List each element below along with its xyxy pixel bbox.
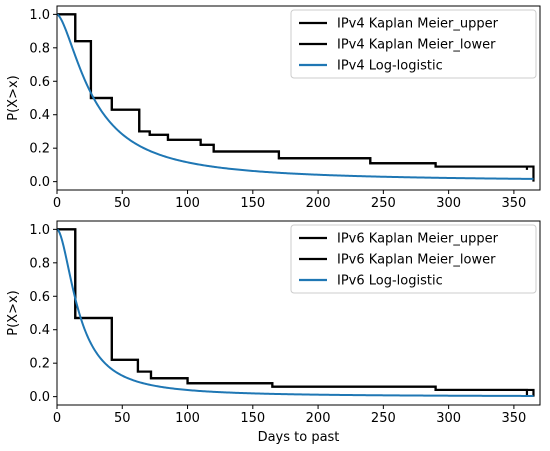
plot-area — [57, 228, 535, 397]
x-tick-label: 100 — [175, 411, 200, 426]
x-tick-label: 50 — [114, 411, 131, 426]
ipv6-survival-plot: 0 50 100 150 200 250 300 350 0.0 0.2 0.4 0.6 0.8 1.0 P… — [6, 220, 541, 445]
y-axis-label: P(X>x) — [6, 290, 21, 335]
y-tick-label: 0.2 — [29, 142, 50, 157]
y-tick-label: 0.6 — [29, 75, 50, 90]
legend-entry: IPv4 Log-logistic — [337, 59, 443, 74]
y-tick-label: 0.4 — [29, 108, 50, 123]
legend-entry: IPv4 Kaplan Meier_lower — [337, 38, 496, 53]
y-tick-label: 0.8 — [29, 256, 50, 271]
y-tick-label: 1.0 — [29, 8, 50, 23]
x-tick-label: 0 — [53, 196, 61, 211]
x-tick-label: 300 — [436, 196, 461, 211]
y-tick-label: 0.0 — [29, 175, 50, 190]
x-tick-label: 300 — [436, 411, 461, 426]
series-line-3 — [57, 13, 534, 180]
legend: IPv6 Kaplan Meier_upper IPv6 Kaplan Meier… — [290, 224, 537, 294]
x-tick-label: 350 — [501, 196, 526, 211]
x-tick-label: 200 — [306, 196, 331, 211]
x-tick-label: 250 — [371, 411, 396, 426]
legend-entry: IPv6 Kaplan Meier_lower — [337, 253, 496, 268]
x-tick-label: 200 — [306, 411, 331, 426]
legend: IPv4 Kaplan Meier_upper IPv4 Kaplan Meier… — [290, 9, 537, 79]
y-tick-label: 0.0 — [29, 390, 50, 405]
x-tick-label: 350 — [501, 411, 526, 426]
series-line-2 — [57, 13, 535, 182]
series-line-3 — [57, 228, 534, 397]
x-tick-label: 250 — [371, 196, 396, 211]
axes-frame — [56, 5, 541, 191]
legend-entry: IPv6 Kaplan Meier_upper — [337, 232, 499, 247]
series-line-2 — [57, 228, 535, 397]
legend-entry: IPv6 Log-logistic — [337, 274, 443, 289]
ipv4-survival-plot: 0 50 100 150 200 250 300 350 0.0 0.2 0.4 0.6 0.8 1.0 P… — [6, 5, 541, 211]
y-axis-label: P(X>x) — [6, 75, 21, 120]
x-tick-label: 50 — [114, 196, 131, 211]
legend-box — [290, 224, 537, 294]
y-tick-label: 0.2 — [29, 357, 50, 372]
x-tick-label: 150 — [240, 196, 265, 211]
y-tick-label: 1.0 — [29, 223, 50, 238]
x-axis-label: Days to past — [258, 430, 340, 445]
x-tick-label: 100 — [175, 196, 200, 211]
axes-frame — [56, 220, 541, 406]
x-tick-label: 0 — [53, 411, 61, 426]
y-tick-label: 0.6 — [29, 290, 50, 305]
y-tick-label: 0.4 — [29, 323, 50, 338]
legend-entry: IPv4 Kaplan Meier_upper — [337, 17, 499, 32]
y-tick-label: 0.8 — [29, 41, 50, 56]
x-tick-label: 150 — [240, 411, 265, 426]
plot-area — [57, 13, 535, 182]
legend-box — [290, 9, 537, 79]
